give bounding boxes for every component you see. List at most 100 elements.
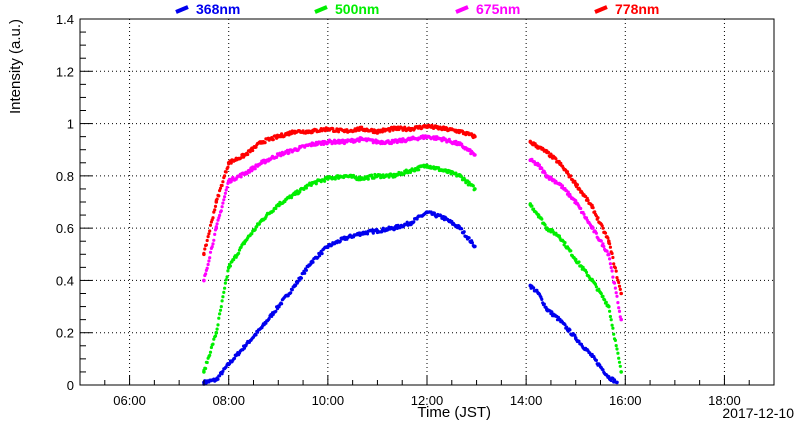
data-point (253, 228, 257, 232)
data-point (554, 157, 558, 161)
data-point (202, 370, 206, 374)
data-point (607, 252, 611, 257)
data-point (615, 276, 619, 280)
data-point (309, 181, 314, 186)
y-tick-label: 0.6 (56, 221, 74, 236)
x-tick-label: 14:00 (510, 393, 543, 408)
y-tick-label: 0.2 (56, 326, 74, 341)
data-point (208, 250, 213, 254)
data-point (207, 259, 211, 263)
data-point (332, 138, 337, 142)
data-point (392, 226, 396, 230)
data-point (593, 210, 597, 214)
data-point (215, 197, 219, 201)
data-point (226, 269, 230, 273)
data-point (470, 241, 474, 245)
data-point (542, 302, 546, 306)
series-500nm (202, 163, 623, 374)
data-point (375, 174, 380, 178)
data-point (615, 347, 619, 351)
data-point (365, 232, 370, 236)
data-point (326, 176, 330, 181)
data-point (220, 299, 224, 303)
data-point (271, 209, 275, 213)
data-point (250, 232, 254, 236)
data-point (603, 231, 608, 235)
data-point (223, 195, 227, 199)
x-tick-label: 08:00 (212, 393, 245, 408)
data-point (309, 129, 314, 134)
data-point (619, 370, 623, 374)
data-point (293, 129, 297, 134)
data-point (213, 204, 218, 208)
data-point (545, 174, 549, 178)
data-point (584, 270, 589, 274)
data-point (275, 155, 279, 159)
data-point (601, 226, 605, 230)
data-point (467, 236, 471, 240)
data-point (211, 342, 215, 346)
data-point (615, 294, 619, 298)
data-point (222, 198, 226, 202)
data-point (617, 309, 622, 313)
data-point (204, 272, 208, 276)
data-point (359, 231, 363, 236)
data-point (607, 239, 611, 243)
data-point (293, 283, 297, 288)
data-point (218, 308, 223, 312)
data-point (375, 229, 380, 233)
data-point (232, 356, 237, 360)
series-778nm (202, 123, 623, 296)
data-point (613, 338, 618, 342)
data-point (618, 287, 622, 291)
data-point (219, 209, 223, 213)
data-point (565, 325, 569, 329)
data-point (563, 323, 567, 327)
data-point (545, 226, 549, 230)
data-point (255, 224, 259, 228)
data-point (387, 175, 391, 179)
data-point (299, 276, 303, 280)
data-point (208, 350, 213, 354)
data-point (392, 127, 396, 131)
data-point (600, 224, 604, 228)
data-point (590, 354, 594, 359)
x-tick-label: 12:00 (411, 393, 444, 408)
data-point (206, 262, 210, 267)
data-point (226, 362, 231, 366)
data-point (205, 238, 209, 243)
data-point (326, 140, 330, 144)
data-point (536, 213, 541, 217)
data-point (408, 137, 413, 142)
data-point (458, 226, 462, 230)
data-point (441, 127, 446, 131)
data-point (216, 323, 220, 327)
legend-swatch (455, 5, 469, 14)
data-point (573, 181, 578, 186)
data-point (462, 230, 466, 234)
data-point (616, 301, 620, 305)
data-point (253, 167, 257, 171)
data-point (260, 161, 264, 165)
data-point (326, 127, 330, 131)
data-point (381, 226, 385, 230)
data-point (590, 278, 594, 283)
data-point (280, 132, 284, 136)
data-point (208, 353, 212, 357)
data-point (599, 239, 603, 243)
data-point (309, 260, 314, 264)
data-point (458, 142, 462, 147)
data-point (573, 336, 578, 340)
data-point (610, 269, 614, 273)
data-point (412, 220, 416, 224)
axes: 06:00 08:00 10:00 12:00 14:00 16:00 18:00 0 0.2 0… (56, 12, 775, 408)
data-point (223, 281, 227, 285)
data-point (601, 294, 605, 298)
data-point (359, 127, 363, 131)
data-point (473, 153, 477, 157)
data-point (209, 345, 213, 350)
data-point (226, 179, 231, 183)
data-point (618, 315, 622, 319)
data-point (617, 356, 621, 360)
